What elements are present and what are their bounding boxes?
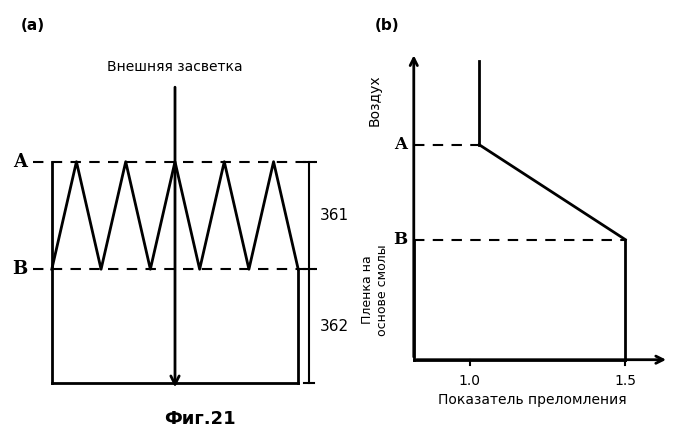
Text: (a): (a) xyxy=(21,18,45,33)
Text: 1.5: 1.5 xyxy=(615,374,636,388)
Text: Показатель преломления: Показатель преломления xyxy=(438,393,626,407)
Text: 1.0: 1.0 xyxy=(458,374,481,388)
Text: Воздух: Воздух xyxy=(368,74,382,126)
Text: B: B xyxy=(12,260,27,278)
Text: Фиг.21: Фиг.21 xyxy=(164,410,235,428)
Text: B: B xyxy=(393,231,407,248)
Text: Пленка на
основе смолы: Пленка на основе смолы xyxy=(361,244,389,336)
Text: 361: 361 xyxy=(320,208,349,223)
Text: A: A xyxy=(13,153,27,171)
Text: Внешняя засветка: Внешняя засветка xyxy=(107,60,243,75)
Text: (b): (b) xyxy=(374,18,399,33)
Text: 362: 362 xyxy=(320,319,349,334)
Text: A: A xyxy=(395,136,407,153)
